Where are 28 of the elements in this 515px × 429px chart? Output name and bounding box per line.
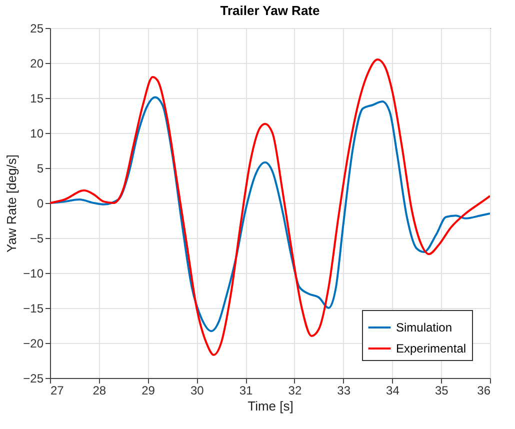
y-tick-label: 25 (30, 22, 44, 36)
x-axis-title: Time [s] (248, 398, 294, 414)
y-tick-label: 5 (36, 162, 44, 176)
x-tick-label: 34 (386, 384, 400, 398)
x-tick-label: 27 (50, 384, 64, 398)
y-tick-label: −10 (23, 266, 44, 280)
y-tick-label: −25 (23, 372, 44, 386)
y-tick-label: 20 (30, 56, 44, 70)
x-tick-label: 31 (239, 384, 254, 398)
x-tick-label: 36 (477, 384, 491, 398)
y-tick-label: 0 (36, 196, 44, 210)
x-tick-label: 28 (92, 384, 106, 398)
x-tick-label: 30 (190, 384, 204, 398)
x-tick-label: 35 (434, 384, 449, 398)
y-tick-label: −5 (30, 232, 44, 246)
line-series (50, 58, 490, 356)
legend-label: Simulation (396, 320, 452, 334)
x-tick-label: 29 (142, 384, 156, 398)
y-axis-title: Yaw Rate [deg/s] (4, 154, 20, 253)
chart-title: Trailer Yaw Rate (220, 3, 320, 18)
legend-label: Experimental (396, 342, 466, 356)
y-tick-label: 15 (30, 92, 44, 106)
y-tick-label: 10 (30, 126, 44, 140)
y-tick-label: −20 (23, 336, 44, 350)
y-tick-label: −15 (23, 302, 44, 316)
x-tick-label: 32 (288, 384, 302, 398)
x-tick-label: 33 (337, 384, 351, 398)
line-series (50, 96, 490, 332)
